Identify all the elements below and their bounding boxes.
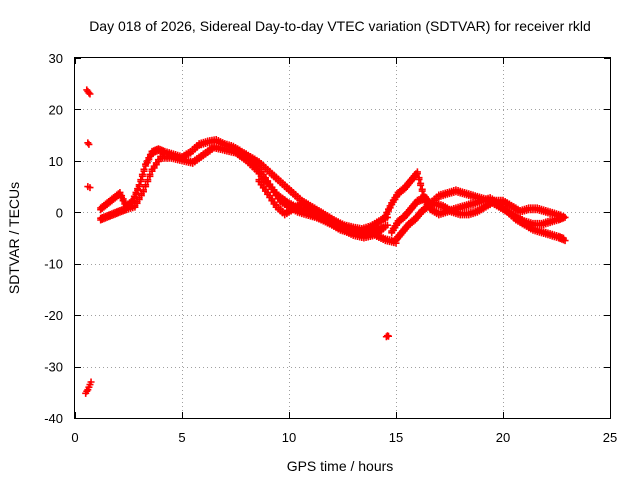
y-tick-label: 30: [49, 51, 63, 66]
x-tick-label: 10: [282, 430, 296, 445]
data-point: [561, 237, 569, 245]
data-point: [85, 140, 93, 148]
y-tick-label: -20: [44, 308, 63, 323]
x-tick-label: 5: [178, 430, 185, 445]
data-point: [418, 185, 426, 193]
data-point: [84, 139, 92, 147]
x-tick-label: 25: [603, 430, 617, 445]
data-point: [87, 378, 95, 386]
x-tick-label: 20: [496, 430, 510, 445]
data-point: [86, 184, 94, 192]
axis-ticks: 0 5 10 15 20 25 -40 -30 -20 -10 0 10 20 30: [44, 51, 617, 445]
data-point: [413, 168, 421, 176]
y-tick-label: -40: [44, 411, 63, 426]
x-axis-label: GPS time / hours: [287, 458, 394, 474]
data-point: [383, 221, 391, 229]
x-tick-label: 15: [389, 430, 403, 445]
y-tick-label: -30: [44, 360, 63, 375]
y-tick-label: 10: [49, 154, 63, 169]
data-point: [415, 174, 423, 182]
grid: [75, 58, 610, 418]
data-point: [85, 89, 93, 97]
y-tick-label: -10: [44, 257, 63, 272]
x-tick-label: 0: [71, 430, 78, 445]
data-point: [559, 213, 567, 221]
data-point: [385, 332, 393, 340]
plot-frame: [74, 57, 611, 419]
chart-title: Day 018 of 2026, Sidereal Day-to-day VTE…: [89, 18, 591, 34]
data-point: [86, 90, 94, 98]
data-point: [417, 179, 425, 187]
y-tick-label: 20: [49, 102, 63, 117]
y-axis-label: SDTVAR / TECUs: [6, 182, 22, 294]
y-tick-label: 0: [56, 205, 63, 220]
data-points: [82, 86, 569, 397]
